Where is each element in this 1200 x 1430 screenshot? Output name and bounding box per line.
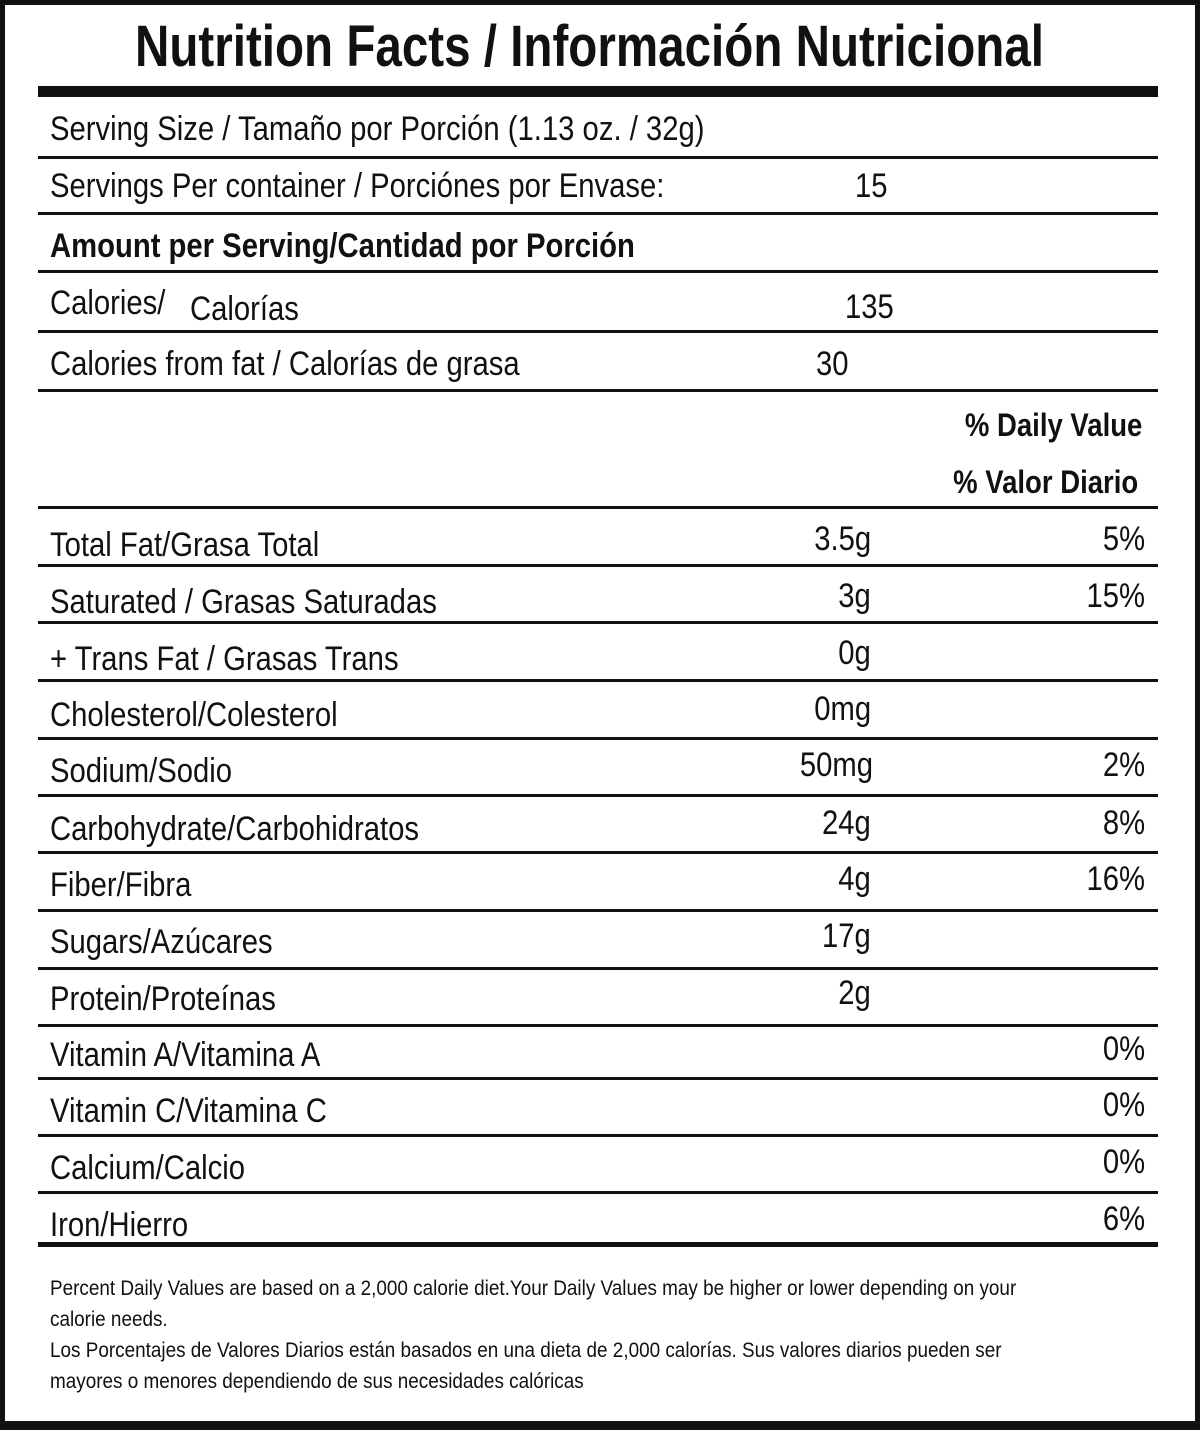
nutrient-label: Sugars/Azúcares bbox=[50, 923, 273, 961]
nutrient-amount: 24g bbox=[822, 804, 871, 842]
row-divider bbox=[38, 737, 1158, 740]
nutrient-amount: 0mg bbox=[814, 690, 871, 728]
nutrient-daily-value: 0% bbox=[1102, 1143, 1145, 1181]
row-divider bbox=[38, 330, 1158, 333]
row-divider bbox=[38, 389, 1158, 392]
calories-label-en: Calories/ bbox=[50, 284, 166, 322]
row-divider bbox=[38, 1024, 1158, 1027]
nutrient-daily-value: 15% bbox=[1086, 577, 1145, 615]
footnote-en-1: Percent Daily Values are based on a 2,00… bbox=[50, 1277, 1017, 1300]
amount-per-serving: Amount per Serving/Cantidad por Porción bbox=[50, 227, 635, 265]
nutrient-label: Saturated / Grasas Saturadas bbox=[50, 583, 437, 621]
calories-from-fat-label: Calories from fat / Calorías de grasa bbox=[50, 345, 520, 383]
row-divider bbox=[38, 506, 1158, 509]
row-divider bbox=[38, 621, 1158, 624]
nutrient-label: Iron/Hierro bbox=[50, 1206, 189, 1244]
serving-size: Serving Size / Tamaño por Porción (1.13 … bbox=[50, 110, 705, 148]
nutrient-label: Carbohydrate/Carbohidratos bbox=[50, 810, 419, 848]
nutrient-label: Vitamin C/Vitamina C bbox=[50, 1092, 327, 1130]
thick-divider bbox=[38, 86, 1158, 97]
nutrient-label: Cholesterol/Colesterol bbox=[50, 696, 338, 734]
nutrient-amount: 50mg bbox=[799, 746, 873, 784]
daily-value-header-es: % Valor Diario bbox=[952, 464, 1138, 500]
nutrient-daily-value: 5% bbox=[1102, 520, 1145, 558]
row-divider bbox=[38, 270, 1158, 273]
nutrient-daily-value: 0% bbox=[1102, 1030, 1145, 1068]
nutrient-daily-value: 2% bbox=[1102, 746, 1145, 784]
calories-from-fat-value: 30 bbox=[816, 345, 849, 383]
row-divider bbox=[38, 909, 1158, 912]
nutrient-label: Protein/Proteínas bbox=[50, 980, 276, 1018]
row-divider bbox=[38, 1134, 1158, 1137]
nutrient-label: + Trans Fat / Grasas Trans bbox=[50, 640, 399, 678]
row-divider bbox=[38, 212, 1158, 215]
nutrient-label: Vitamin A/Vitamina A bbox=[50, 1036, 321, 1074]
row-divider bbox=[38, 794, 1158, 797]
row-divider bbox=[38, 564, 1158, 567]
row-divider bbox=[38, 1077, 1158, 1080]
row-divider bbox=[38, 967, 1158, 970]
footnote-es-1: Los Porcentajes de Valores Diarios están… bbox=[50, 1339, 1002, 1362]
nutrient-amount: 3g bbox=[838, 577, 871, 615]
nutrient-amount: 0g bbox=[838, 634, 871, 672]
daily-value-header-en: % Daily Value bbox=[964, 407, 1142, 443]
nutrient-label: Fiber/Fibra bbox=[50, 866, 192, 904]
nutrient-label: Calcium/Calcio bbox=[50, 1149, 245, 1187]
row-divider bbox=[38, 851, 1158, 854]
row-divider bbox=[38, 679, 1158, 682]
nutrient-label: Total Fat/Grasa Total bbox=[50, 526, 320, 564]
nutrient-amount: 4g bbox=[838, 860, 871, 898]
nutrient-daily-value: 8% bbox=[1102, 804, 1145, 842]
calories-label-es: Calorías bbox=[190, 290, 299, 328]
row-divider bbox=[38, 1242, 1158, 1247]
nutrient-daily-value: 6% bbox=[1102, 1200, 1145, 1238]
servings-per-container-value: 15 bbox=[855, 167, 888, 205]
page-title: Nutrition Facts / Información Nutriciona… bbox=[135, 14, 1044, 79]
nutrient-amount: 17g bbox=[822, 917, 871, 955]
footnote-en-2: calorie needs. bbox=[50, 1308, 168, 1331]
nutrient-daily-value: 0% bbox=[1102, 1086, 1145, 1124]
nutrient-amount: 3.5g bbox=[814, 520, 871, 558]
calories-value: 135 bbox=[845, 288, 894, 326]
nutrient-daily-value: 16% bbox=[1086, 860, 1145, 898]
nutrient-amount: 2g bbox=[838, 974, 871, 1012]
nutrient-label: Sodium/Sodio bbox=[50, 752, 233, 790]
servings-per-container-label: Servings Per container / Porciónes por E… bbox=[50, 167, 665, 205]
row-divider bbox=[38, 156, 1158, 159]
row-divider bbox=[38, 1191, 1158, 1194]
footnote-es-2: mayores o menores dependiendo de sus nec… bbox=[50, 1370, 584, 1393]
